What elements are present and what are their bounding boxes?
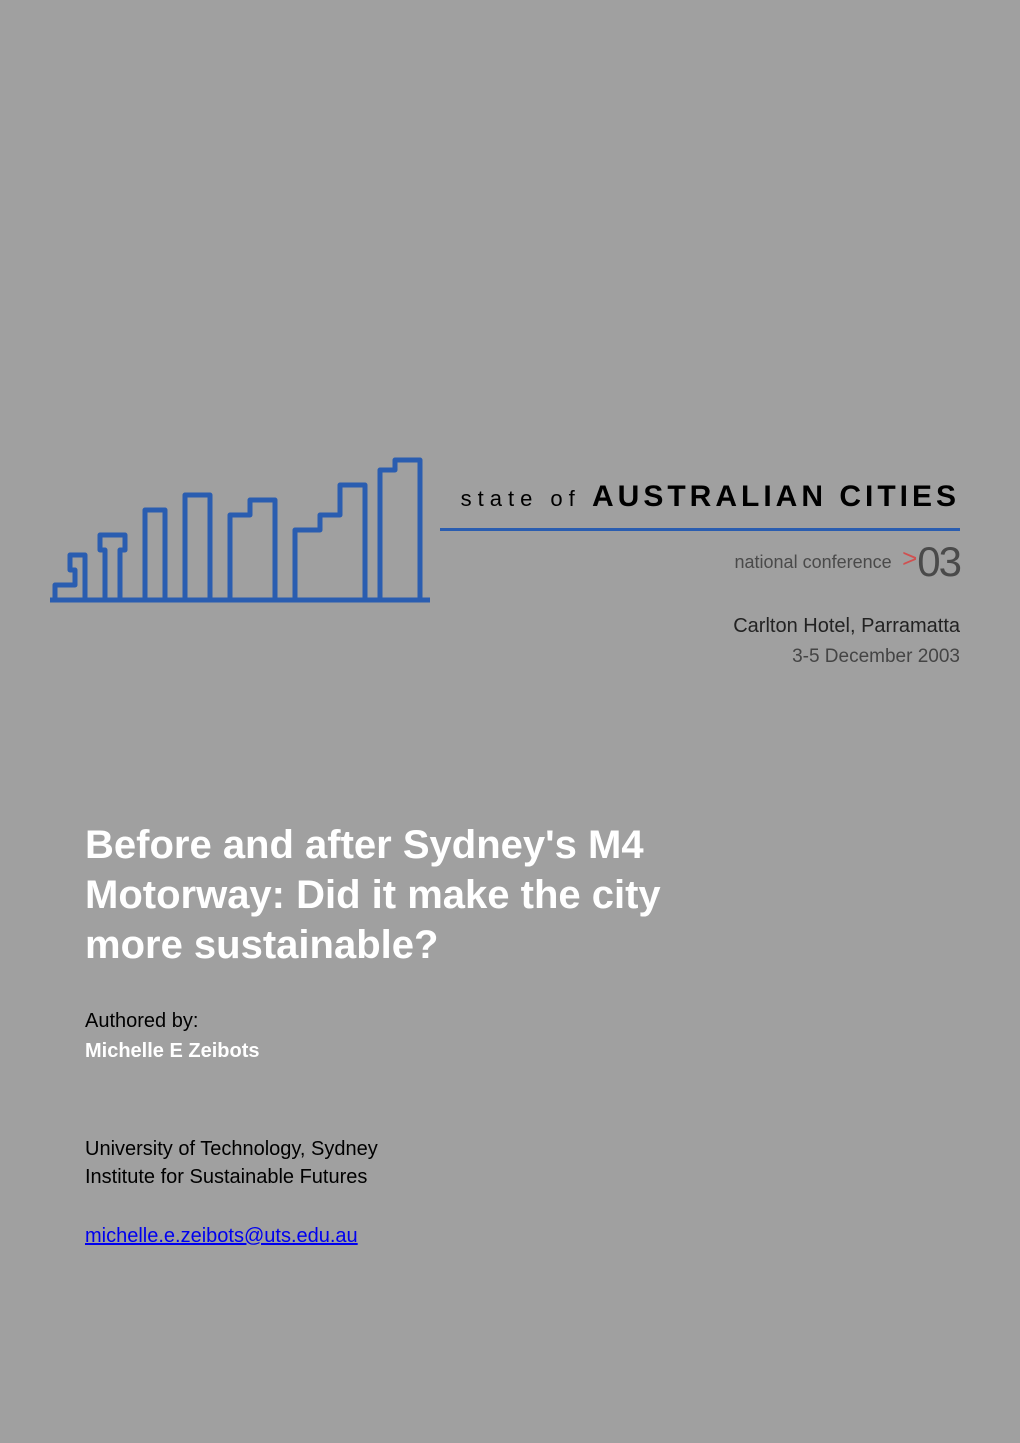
- conference-title: state of AUSTRALIAN CITIES: [440, 480, 960, 514]
- title-divider: [440, 528, 960, 531]
- conference-subtitle-stateof: state of: [461, 486, 581, 511]
- inner-content: state of AUSTRALIAN CITIES national conf…: [50, 50, 970, 1393]
- national-conference-label: national conference: [735, 552, 892, 572]
- affiliation: University of Technology, Sydney Institu…: [85, 1135, 378, 1191]
- paper-title: Before and after Sydney's M4 Motorway: D…: [85, 820, 670, 970]
- gt-symbol: >: [902, 543, 917, 574]
- venue-name: Carlton Hotel, Parramatta: [733, 610, 960, 642]
- conference-name: AUSTRALIAN CITIES: [592, 480, 960, 513]
- author-email[interactable]: michelle.e.zeibots@uts.edu.au: [85, 1225, 358, 1248]
- venue-block: Carlton Hotel, Parramatta 3-5 December 2…: [733, 610, 960, 672]
- cover-page: state of AUSTRALIAN CITIES national conf…: [0, 0, 1020, 1443]
- conference-year: 03: [917, 538, 960, 585]
- affiliation-line-2: Institute for Sustainable Futures: [85, 1163, 378, 1191]
- venue-dates: 3-5 December 2003: [733, 642, 960, 672]
- affiliation-line-1: University of Technology, Sydney: [85, 1135, 378, 1163]
- email-link[interactable]: michelle.e.zeibots@uts.edu.au: [85, 1225, 358, 1247]
- skyline-illustration: [50, 440, 430, 630]
- author-name: Michelle E Zeibots: [85, 1040, 259, 1063]
- authored-by-label: Authored by:: [85, 1010, 198, 1033]
- conference-subline: national conference >03: [735, 538, 960, 586]
